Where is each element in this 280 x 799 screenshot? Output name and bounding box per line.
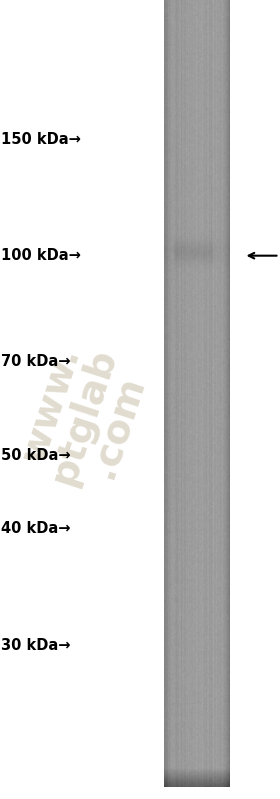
- Text: www.
ptglab
.com: www. ptglab .com: [11, 332, 157, 499]
- Text: 150 kDa→: 150 kDa→: [1, 133, 81, 147]
- Text: 40 kDa→: 40 kDa→: [1, 522, 71, 536]
- Text: 70 kDa→: 70 kDa→: [1, 354, 71, 368]
- Text: 50 kDa→: 50 kDa→: [1, 448, 71, 463]
- Text: 30 kDa→: 30 kDa→: [1, 638, 71, 653]
- Text: 100 kDa→: 100 kDa→: [1, 248, 81, 263]
